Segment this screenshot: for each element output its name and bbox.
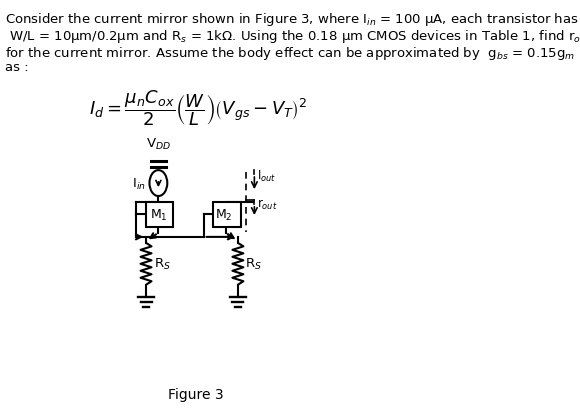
Text: W/L = 10μm/0.2μm and R$_s$ = 1kΩ. Using the 0.18 μm CMOS devices in Table 1, fin: W/L = 10μm/0.2μm and R$_s$ = 1kΩ. Using … xyxy=(5,27,580,45)
Text: r$_{out}$: r$_{out}$ xyxy=(257,198,278,211)
Text: I$_{in}$: I$_{in}$ xyxy=(132,176,146,191)
Text: R$_S$: R$_S$ xyxy=(245,256,262,272)
Text: R$_S$: R$_S$ xyxy=(154,256,171,272)
Text: V$_{DD}$: V$_{DD}$ xyxy=(146,137,171,152)
Text: Figure 3: Figure 3 xyxy=(168,387,224,401)
Text: Consider the current mirror shown in Figure 3, where I$_{in}$ = 100 μA, each tra: Consider the current mirror shown in Fig… xyxy=(5,11,579,27)
Text: for the current mirror. Assume the body effect can be approximated by  g$_{bs}$ : for the current mirror. Assume the body … xyxy=(5,45,580,61)
Text: as :: as : xyxy=(5,61,28,74)
Text: I$_{out}$: I$_{out}$ xyxy=(257,168,277,183)
Text: M$_1$: M$_1$ xyxy=(150,207,167,222)
Text: M$_2$: M$_2$ xyxy=(215,207,233,222)
Text: $I_d = \dfrac{\mu_n C_{ox}}{2}\left(\dfrac{W}{L}\right)\left(V_{gs} - V_T\right): $I_d = \dfrac{\mu_n C_{ox}}{2}\left(\dfr… xyxy=(89,88,307,128)
Bar xyxy=(213,202,241,227)
Bar xyxy=(146,202,173,227)
